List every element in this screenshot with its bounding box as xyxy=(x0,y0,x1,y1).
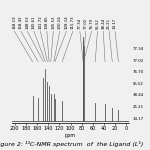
Text: 148.53: 148.53 xyxy=(25,16,29,29)
Text: 135.53: 135.53 xyxy=(51,16,55,29)
Text: 25.21: 25.21 xyxy=(132,105,143,109)
Text: 115.73: 115.73 xyxy=(71,16,75,29)
Text: 168.19: 168.19 xyxy=(12,16,16,29)
Text: 141.72: 141.72 xyxy=(38,16,42,29)
X-axis label: ppm: ppm xyxy=(65,133,76,138)
Text: 138.85: 138.85 xyxy=(45,16,49,29)
Text: 25.21: 25.21 xyxy=(107,18,111,29)
Text: 145.61: 145.61 xyxy=(32,16,36,29)
Text: 130.24: 130.24 xyxy=(58,16,62,29)
Text: 77.34: 77.34 xyxy=(78,18,82,29)
Text: 14.17: 14.17 xyxy=(132,117,144,120)
Text: 38.44: 38.44 xyxy=(132,93,144,97)
Text: 76.70: 76.70 xyxy=(90,18,94,29)
Text: 77.02: 77.02 xyxy=(84,18,88,29)
Text: 14.17: 14.17 xyxy=(113,18,117,29)
Text: 128.14: 128.14 xyxy=(64,16,68,29)
Text: 158.42: 158.42 xyxy=(19,16,23,29)
Text: 38.44: 38.44 xyxy=(101,18,105,29)
Text: Figure 2: ¹³C-NMR spectrum  of  the Ligand (L¹): Figure 2: ¹³C-NMR spectrum of the Ligand… xyxy=(0,141,143,147)
Text: 55.52: 55.52 xyxy=(132,82,143,86)
Text: 76.70: 76.70 xyxy=(132,70,143,74)
Text: 55.52: 55.52 xyxy=(95,18,99,29)
Text: 77.34: 77.34 xyxy=(132,47,144,51)
Text: 77.02: 77.02 xyxy=(132,59,144,63)
